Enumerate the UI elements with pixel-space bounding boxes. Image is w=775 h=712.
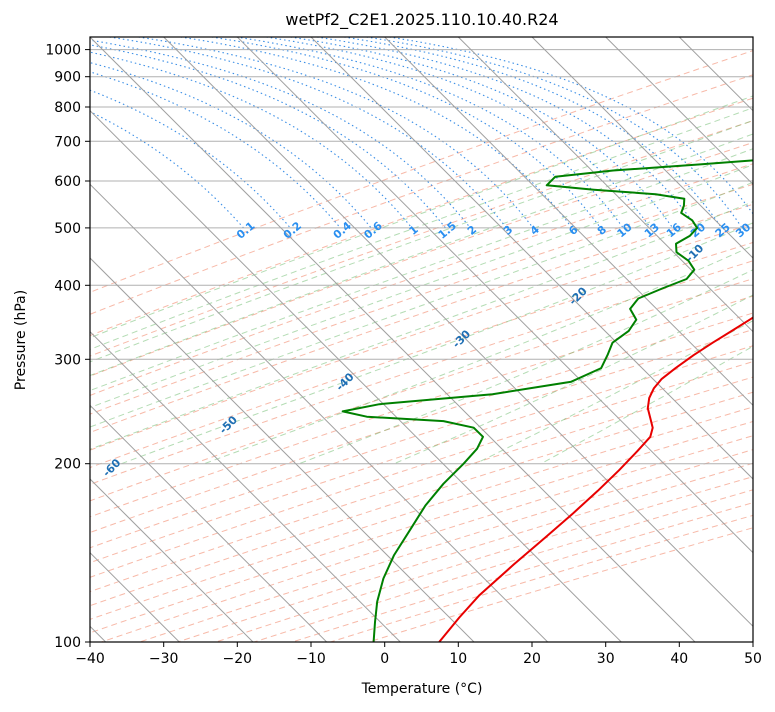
y-tick-label: 200 <box>54 457 81 473</box>
y-tick-label: 100 <box>54 635 81 651</box>
x-tick-label: −30 <box>149 651 179 667</box>
y-tick-label: 700 <box>54 134 81 150</box>
x-tick-label: −10 <box>296 651 326 667</box>
x-axis-title: Temperature (°C) <box>361 681 483 697</box>
plot-background <box>90 37 753 642</box>
y-tick-label: 800 <box>54 100 81 116</box>
x-tick-label: 50 <box>744 651 762 667</box>
x-tick-label: 10 <box>449 651 467 667</box>
y-tick-label: 1000 <box>45 43 81 59</box>
x-tick-label: 40 <box>670 651 688 667</box>
y-tick-label: 400 <box>54 278 81 294</box>
x-tick-label: −20 <box>223 651 253 667</box>
x-tick-label: −40 <box>75 651 105 667</box>
x-tick-label: 20 <box>523 651 541 667</box>
y-axis-title: Pressure (hPa) <box>13 290 29 390</box>
y-tick-label: 500 <box>54 221 81 237</box>
y-tick-label: 300 <box>54 352 81 368</box>
x-tick-label: 30 <box>597 651 615 667</box>
y-tick-label: 900 <box>54 70 81 86</box>
chart-title: wetPf2_C2E1.2025.110.10.40.R24 <box>285 10 558 30</box>
y-tick-label: 600 <box>54 174 81 190</box>
x-tick-label: 0 <box>380 651 389 667</box>
